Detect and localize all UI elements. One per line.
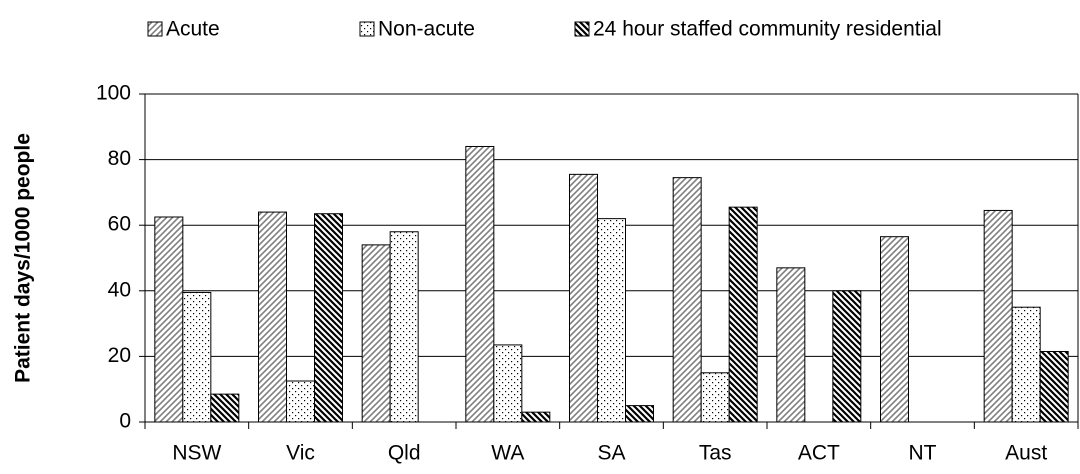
bar (728, 206, 758, 423)
legend-label: Acute (166, 18, 220, 41)
bar (465, 145, 495, 423)
x-tick-label: ACT (798, 442, 840, 465)
x-tick-label: Tas (699, 442, 732, 465)
bar (314, 213, 343, 423)
x-tick-label: NT (909, 442, 937, 465)
legend-label: Non-acute (378, 18, 475, 41)
bar (776, 267, 806, 423)
y-tick-label: 40 (108, 278, 131, 301)
bar (361, 244, 391, 423)
bar (286, 380, 315, 423)
x-tick-label: NSW (172, 442, 221, 465)
x-tick-label: SA (597, 442, 625, 465)
x-tick-label: WA (491, 442, 524, 465)
x-tick-label: Qld (388, 442, 421, 465)
legend-swatch (574, 21, 590, 37)
legend-label: 24 hour staffed community residential (593, 18, 942, 41)
bar (597, 218, 626, 423)
y-tick-label: 100 (96, 82, 131, 105)
y-axis-label: Patient days/1000 people (12, 133, 35, 383)
legend-swatch (359, 21, 375, 37)
bar (625, 405, 654, 423)
legend-swatch (147, 21, 163, 37)
y-tick-label: 20 (108, 344, 131, 367)
bar (1039, 350, 1069, 423)
bar (880, 236, 909, 423)
bar (389, 231, 419, 423)
bar (521, 411, 551, 423)
x-tick-label: Vic (286, 442, 315, 465)
bar (569, 173, 598, 423)
y-tick-label: 80 (108, 147, 131, 170)
y-tick-label: 0 (119, 410, 131, 433)
bar (154, 216, 184, 423)
bar (258, 211, 287, 423)
bar (210, 393, 240, 423)
x-tick-label: Aust (1005, 442, 1047, 465)
y-tick-label: 60 (108, 213, 131, 236)
bar (672, 177, 702, 423)
bar (1011, 306, 1041, 423)
bar (832, 290, 862, 423)
bar (700, 372, 730, 423)
bar (493, 344, 523, 423)
bar (182, 291, 212, 423)
bar (983, 209, 1013, 423)
